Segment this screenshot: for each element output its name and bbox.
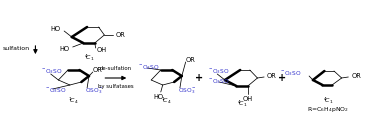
Text: $\mathsf{^-\!O_3SO}$: $\mathsf{^-\!O_3SO}$ — [208, 68, 229, 76]
Text: sulfation: sulfation — [3, 46, 29, 51]
Text: OR: OR — [351, 73, 361, 79]
Text: $\mathsf{^-\!O_2SO}$: $\mathsf{^-\!O_2SO}$ — [138, 64, 160, 72]
Text: by sulfatases: by sulfatases — [98, 84, 133, 89]
Text: de-sulfation: de-sulfation — [100, 66, 132, 71]
Text: OR: OR — [116, 32, 125, 38]
Text: +: + — [195, 73, 203, 83]
Text: $^1\!C_4$: $^1\!C_4$ — [161, 96, 172, 106]
Text: R=C$_6$H$_4$pNO$_2$: R=C$_6$H$_4$pNO$_2$ — [307, 105, 349, 114]
Text: $^4\!C_1$: $^4\!C_1$ — [84, 53, 94, 63]
Text: OR: OR — [186, 57, 195, 63]
Text: $\mathsf{^-\!O_3SO}$: $\mathsf{^-\!O_3SO}$ — [45, 86, 67, 96]
Text: $\mathsf{OSO_3^-}$: $\mathsf{OSO_3^-}$ — [178, 86, 197, 96]
Text: HO: HO — [154, 94, 164, 100]
Text: $^4\!C_1$: $^4\!C_1$ — [237, 99, 248, 109]
Text: OR: OR — [93, 67, 103, 73]
Text: HO: HO — [60, 46, 70, 52]
Text: $\mathsf{^-\!O_3SO}$: $\mathsf{^-\!O_3SO}$ — [280, 70, 301, 78]
Text: OR: OR — [267, 73, 277, 79]
Text: $\mathsf{^-\!O_3SO}$: $\mathsf{^-\!O_3SO}$ — [208, 78, 229, 86]
Text: $^1\!C_4$: $^1\!C_4$ — [68, 96, 79, 106]
Text: OH: OH — [97, 47, 107, 53]
Text: OH: OH — [243, 96, 253, 102]
Text: $\mathsf{OSO_3^-}$: $\mathsf{OSO_3^-}$ — [85, 86, 104, 96]
Text: HO: HO — [50, 26, 60, 32]
Text: $\mathsf{^-\!O_3SO}$: $\mathsf{^-\!O_3SO}$ — [41, 68, 63, 76]
Text: $^4\!C_1$: $^4\!C_1$ — [323, 96, 334, 106]
Text: +: + — [278, 73, 287, 83]
